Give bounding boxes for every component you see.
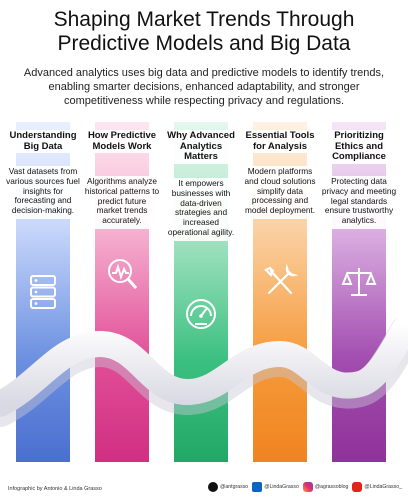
column-essential-tools: Essential Tools for Analysis Modern plat… bbox=[241, 122, 319, 462]
column-heading: Why Advanced Analytics Matters bbox=[162, 130, 240, 164]
column-heading: Prioritizing Ethics and Compliance bbox=[320, 130, 398, 164]
column-ethics-compliance: Prioritizing Ethics and Compliance Prote… bbox=[320, 122, 398, 462]
title-line-1: Shaping Market Trends Through bbox=[53, 8, 355, 31]
handle-text: @antgrasso bbox=[220, 484, 249, 490]
gauge-icon bbox=[186, 299, 216, 329]
column-body: Modern platforms and cloud solutions sim… bbox=[241, 166, 319, 219]
column-heading: Understanding Big Data bbox=[4, 130, 82, 153]
column-body: Vast datasets from various sources fuel … bbox=[4, 166, 82, 219]
x-icon bbox=[208, 482, 219, 492]
column-heading: How Predictive Models Work bbox=[83, 130, 161, 153]
handle-text: @LindaGrasso_ bbox=[364, 484, 402, 490]
page-title: Shaping Market Trends Through Predictive… bbox=[0, 8, 408, 56]
database-icon bbox=[30, 275, 56, 309]
handle-text: @LindaGrasso bbox=[264, 484, 299, 490]
social-handles: @antgrasso @LindaGrasso @agrassoblog @Li… bbox=[208, 482, 402, 492]
social-handle-youtube[interactable]: @LindaGrasso_ bbox=[352, 482, 402, 492]
column-body: It empowers businesses with data-driven … bbox=[162, 178, 240, 241]
footer-credit: Infographic by Antonio & Linda Grasso bbox=[8, 486, 102, 492]
column-body: Algorithms analyze historical patterns t… bbox=[83, 176, 161, 229]
tools-icon bbox=[264, 263, 299, 295]
linkedin-icon bbox=[252, 482, 263, 492]
social-handle-linkedin[interactable]: @LindaGrasso bbox=[252, 482, 299, 492]
handle-text: @agrassoblog bbox=[314, 484, 349, 490]
column-heading: Essential Tools for Analysis bbox=[241, 130, 319, 153]
title-line-2: Predictive Models and Big Data bbox=[57, 32, 351, 55]
youtube-icon bbox=[352, 482, 363, 492]
magnifier-chart-icon bbox=[108, 259, 138, 289]
trend-wave bbox=[0, 311, 408, 427]
instagram-icon bbox=[302, 482, 313, 492]
column-big-data: Understanding Big Data Vast datasets fro… bbox=[4, 122, 82, 462]
column-advanced-analytics: Why Advanced Analytics Matters It empowe… bbox=[162, 122, 240, 462]
column-predictive-models: How Predictive Models Work Algorithms an… bbox=[83, 122, 161, 462]
scales-icon bbox=[341, 268, 377, 296]
social-handle-instagram[interactable]: @agrassoblog bbox=[302, 482, 349, 492]
column-body: Protecting data privacy and meeting lega… bbox=[320, 176, 398, 229]
social-handle-x[interactable]: @antgrasso bbox=[208, 482, 248, 492]
subtitle: Advanced analytics uses big data and pre… bbox=[23, 67, 385, 107]
